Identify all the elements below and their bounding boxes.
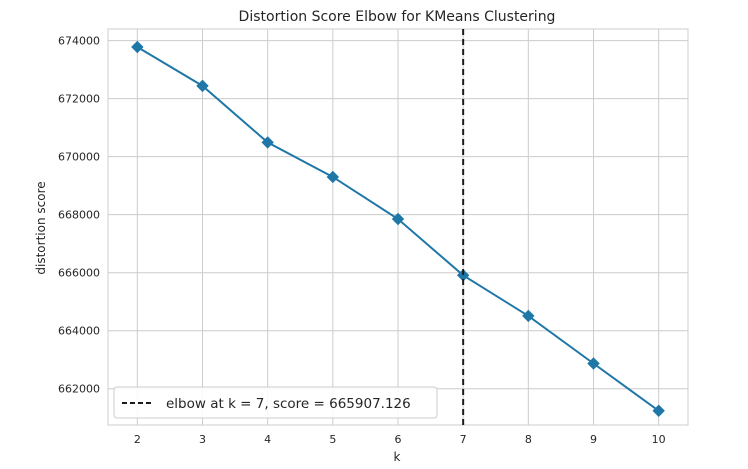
- y-tick-label: 672000: [58, 93, 100, 106]
- x-tick-label: 6: [395, 433, 402, 446]
- data-point-marker: [261, 136, 274, 149]
- data-point-marker: [652, 404, 665, 417]
- x-tick-label: 2: [134, 433, 141, 446]
- y-tick-labels: 662000 664000 666000 668000 670000 672000 6740…: [58, 35, 100, 396]
- legend: elbow at k = 7, score = 665907.126: [113, 386, 438, 419]
- x-tick-label: 3: [199, 433, 206, 446]
- x-tick-label: 10: [652, 433, 666, 446]
- data-point-marker: [587, 357, 600, 370]
- y-tick-label: 674000: [58, 35, 100, 48]
- x-tick-label: 7: [460, 433, 467, 446]
- plot-frame: [107, 28, 689, 426]
- x-tick-label: 4: [264, 433, 271, 446]
- legend-box: [113, 386, 438, 419]
- data-point-marker: [522, 309, 535, 323]
- y-tick-label: 662000: [58, 383, 100, 396]
- series-layer: [131, 40, 665, 417]
- data-point-marker: [391, 212, 405, 226]
- y-tick-label: 666000: [58, 267, 100, 280]
- y-tick-label: 664000: [58, 325, 100, 338]
- x-tick-label: 8: [525, 433, 532, 446]
- x-tick-label: 9: [590, 433, 597, 446]
- x-tick-label: 5: [329, 433, 336, 446]
- legend-elbow-label: elbow at k = 7, score = 665907.126: [166, 396, 411, 412]
- y-tick-label: 670000: [58, 151, 100, 164]
- data-point-marker: [326, 170, 340, 184]
- x-tick-labels: 2 3 4 5 6 7 8 9 10: [134, 433, 666, 446]
- y-tick-label: 668000: [58, 209, 100, 222]
- x-axis-title: k: [394, 450, 401, 464]
- data-point-marker: [196, 79, 209, 93]
- chart-title: Distortion Score Elbow for KMeans Cluste…: [239, 9, 556, 25]
- y-axis-title: distortion score: [34, 181, 48, 274]
- data-point-marker: [131, 40, 144, 54]
